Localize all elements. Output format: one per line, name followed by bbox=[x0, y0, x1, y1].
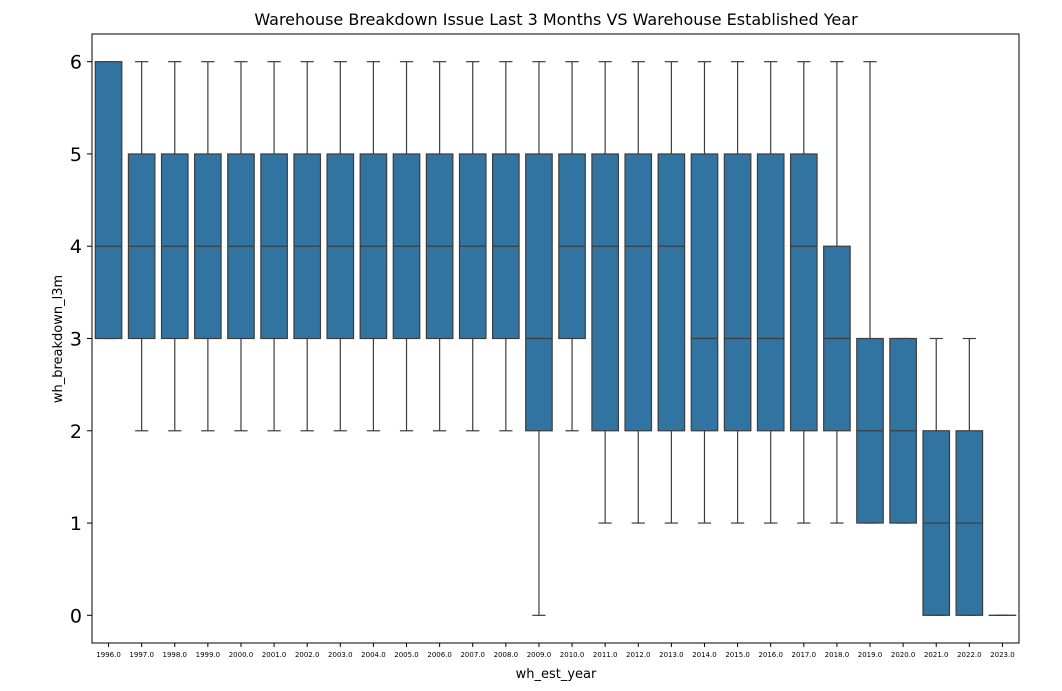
x-tick-label: 2018.0 bbox=[825, 651, 850, 659]
x-tick-label: 2006.0 bbox=[427, 651, 452, 659]
box-group bbox=[458, 61, 487, 432]
box-group bbox=[856, 61, 884, 524]
x-tick-label: 2002.0 bbox=[295, 651, 320, 659]
y-tick-label: 3 bbox=[70, 329, 82, 351]
y-tick-label: 6 bbox=[70, 52, 82, 74]
y-axis: 0 1 2 3 4 5 6 bbox=[70, 52, 92, 627]
x-tick-label: 2014.0 bbox=[692, 651, 717, 659]
box bbox=[789, 153, 818, 432]
box-group bbox=[160, 61, 189, 432]
box-group bbox=[690, 61, 719, 524]
box-group bbox=[525, 61, 553, 616]
box-group bbox=[194, 61, 222, 432]
box bbox=[525, 153, 553, 432]
box-group bbox=[127, 61, 156, 432]
x-tick-label: 2000.0 bbox=[229, 651, 254, 659]
y-axis-label: wh_breakdown_l3m bbox=[51, 275, 66, 403]
x-tick-label: 2016.0 bbox=[758, 651, 783, 659]
x-tick-label: 2011.0 bbox=[593, 651, 618, 659]
box-group bbox=[591, 61, 620, 524]
box bbox=[657, 153, 686, 432]
box-group bbox=[789, 61, 818, 524]
x-tick-label: 2007.0 bbox=[460, 651, 485, 659]
box-group bbox=[260, 61, 288, 432]
box bbox=[624, 153, 653, 432]
x-tick-label: 2008.0 bbox=[494, 651, 519, 659]
box-group bbox=[326, 61, 355, 432]
x-tick-label: 2012.0 bbox=[626, 651, 651, 659]
plot-area-frame bbox=[91, 33, 1020, 644]
box-group bbox=[293, 61, 322, 432]
x-axis: 1996.0 1997.0 1998.0 1999.0 2000.0 2001.0 2002… bbox=[96, 643, 1015, 659]
x-tick-label: 2023.0 bbox=[990, 651, 1015, 659]
x-axis-label: wh_est_year bbox=[516, 667, 597, 682]
x-tick-label: 2019.0 bbox=[858, 651, 883, 659]
box bbox=[591, 153, 620, 432]
x-tick-label: 1998.0 bbox=[163, 651, 188, 659]
box-group bbox=[823, 61, 851, 524]
box-group bbox=[425, 61, 454, 432]
y-tick-label: 1 bbox=[70, 513, 82, 535]
x-tick-label: 2009.0 bbox=[527, 651, 552, 659]
box bbox=[723, 153, 752, 432]
x-tick-label: 2001.0 bbox=[262, 651, 287, 659]
x-tick-label: 2003.0 bbox=[328, 651, 353, 659]
y-tick-label: 4 bbox=[70, 236, 82, 258]
box-group bbox=[392, 61, 421, 432]
box bbox=[690, 153, 719, 432]
x-tick-label: 2017.0 bbox=[792, 651, 817, 659]
y-tick-label: 0 bbox=[70, 605, 82, 627]
box bbox=[756, 153, 785, 432]
x-tick-label: 2015.0 bbox=[725, 651, 750, 659]
chart-title: Warehouse Breakdown Issue Last 3 Months … bbox=[254, 10, 858, 29]
y-tick-label: 5 bbox=[70, 144, 82, 166]
box-group bbox=[359, 61, 388, 432]
x-tick-label: 2022.0 bbox=[957, 651, 982, 659]
box-group bbox=[227, 61, 255, 432]
x-tick-label: 2004.0 bbox=[361, 651, 386, 659]
box-group bbox=[94, 61, 123, 340]
x-tick-label: 2021.0 bbox=[924, 651, 949, 659]
x-tick-label: 1999.0 bbox=[196, 651, 221, 659]
box-group bbox=[955, 337, 984, 616]
x-tick-label: 2010.0 bbox=[560, 651, 585, 659]
boxes-layer bbox=[94, 61, 1017, 616]
x-tick-label: 2005.0 bbox=[394, 651, 419, 659]
box bbox=[94, 61, 123, 340]
box-group bbox=[624, 61, 653, 524]
box-group bbox=[558, 61, 586, 432]
box-group bbox=[723, 61, 752, 524]
x-tick-label: 2020.0 bbox=[891, 651, 916, 659]
x-tick-label: 1996.0 bbox=[96, 651, 121, 659]
box-group bbox=[922, 337, 951, 616]
box-group bbox=[491, 61, 520, 432]
box-group bbox=[756, 61, 785, 524]
box-group bbox=[889, 337, 917, 524]
box-group bbox=[657, 61, 686, 524]
x-tick-label: 2013.0 bbox=[659, 651, 684, 659]
x-tick-label: 1997.0 bbox=[129, 651, 154, 659]
y-tick-label: 2 bbox=[70, 421, 82, 443]
